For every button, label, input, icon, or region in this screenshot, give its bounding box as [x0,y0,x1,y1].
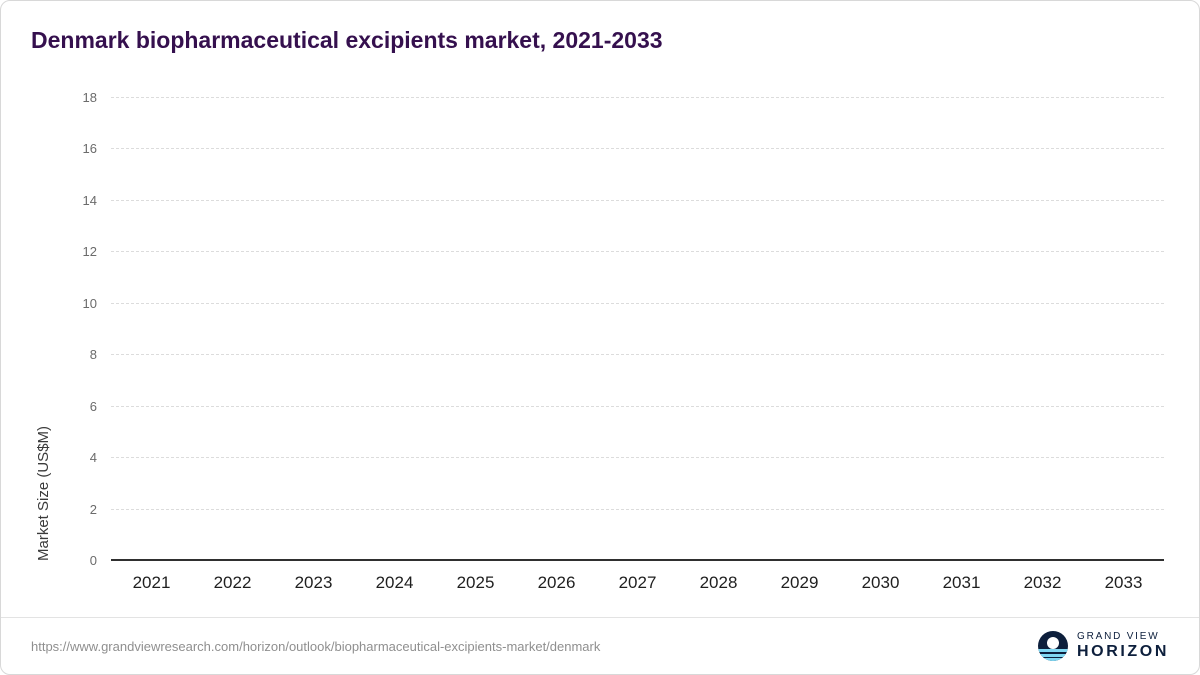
x-axis-labels: 2021 2022 2023 2024 2025 2026 2027 2028 2029 2030… [111,573,1164,593]
gridline: 10 [83,296,1164,311]
chart-title: Denmark biopharmaceutical excipients mar… [31,27,663,53]
footer: https://www.grandviewresearch.com/horizo… [1,617,1199,674]
x-tick-label: 2030 [861,573,900,592]
gridline: 2 [90,502,1164,517]
logo-sun-shape [1047,637,1060,649]
y-tick-label: 14 [82,192,97,208]
y-tick-label: 4 [89,450,97,466]
x-tick-label: 2023 [294,573,333,592]
y-tick-label: 12 [82,244,97,260]
x-tick-label: 2021 [132,573,171,592]
y-axis-label: Market Size (US$M) [35,425,52,561]
x-tick-label: 2029 [780,573,819,592]
gridline: 4 [90,450,1164,465]
bars-container [111,98,1164,561]
logo-text: GRAND VIEW HORIZON [1077,631,1169,661]
plot-area: 0 2 4 6 8 10 12 14 16 18 [83,90,1164,568]
x-tick-label: 2032 [1023,573,1062,592]
y-tick-label: 8 [89,347,97,363]
x-axis-baseline: 0 [90,553,1164,568]
gridline: 18 [83,90,1164,105]
x-tick-label: 2031 [942,573,981,592]
x-tick-label: 2028 [699,573,738,592]
y-tick-label: 2 [89,501,97,517]
horizon-logo-icon [1038,631,1069,661]
x-tick-label: 2022 [213,573,252,592]
x-tick-label: 2033 [1104,573,1143,592]
brand-logo: GRAND VIEW HORIZON [1038,631,1169,661]
x-tick-label: 2026 [537,573,576,592]
y-tick-label: 0 [89,553,97,568]
logo-horizon-stripes [1038,649,1069,661]
gridline: 16 [83,141,1164,156]
x-tick-label: 2025 [456,573,495,592]
gridline: 12 [83,244,1164,259]
x-tick-label: 2027 [618,573,657,592]
x-tick-label: 2024 [375,573,414,592]
y-tick-label: 6 [89,398,97,414]
logo-line1: GRAND VIEW [1077,631,1160,643]
y-tick-label: 16 [82,141,97,157]
gridline: 14 [83,193,1164,208]
source-url: https://www.grandviewresearch.com/horizo… [31,638,601,654]
logo-line2: HORIZON [1077,642,1169,660]
y-tick-label: 18 [82,90,97,105]
gridline: 6 [90,399,1164,414]
y-tick-label: 10 [82,295,97,311]
gridline: 8 [90,347,1164,362]
